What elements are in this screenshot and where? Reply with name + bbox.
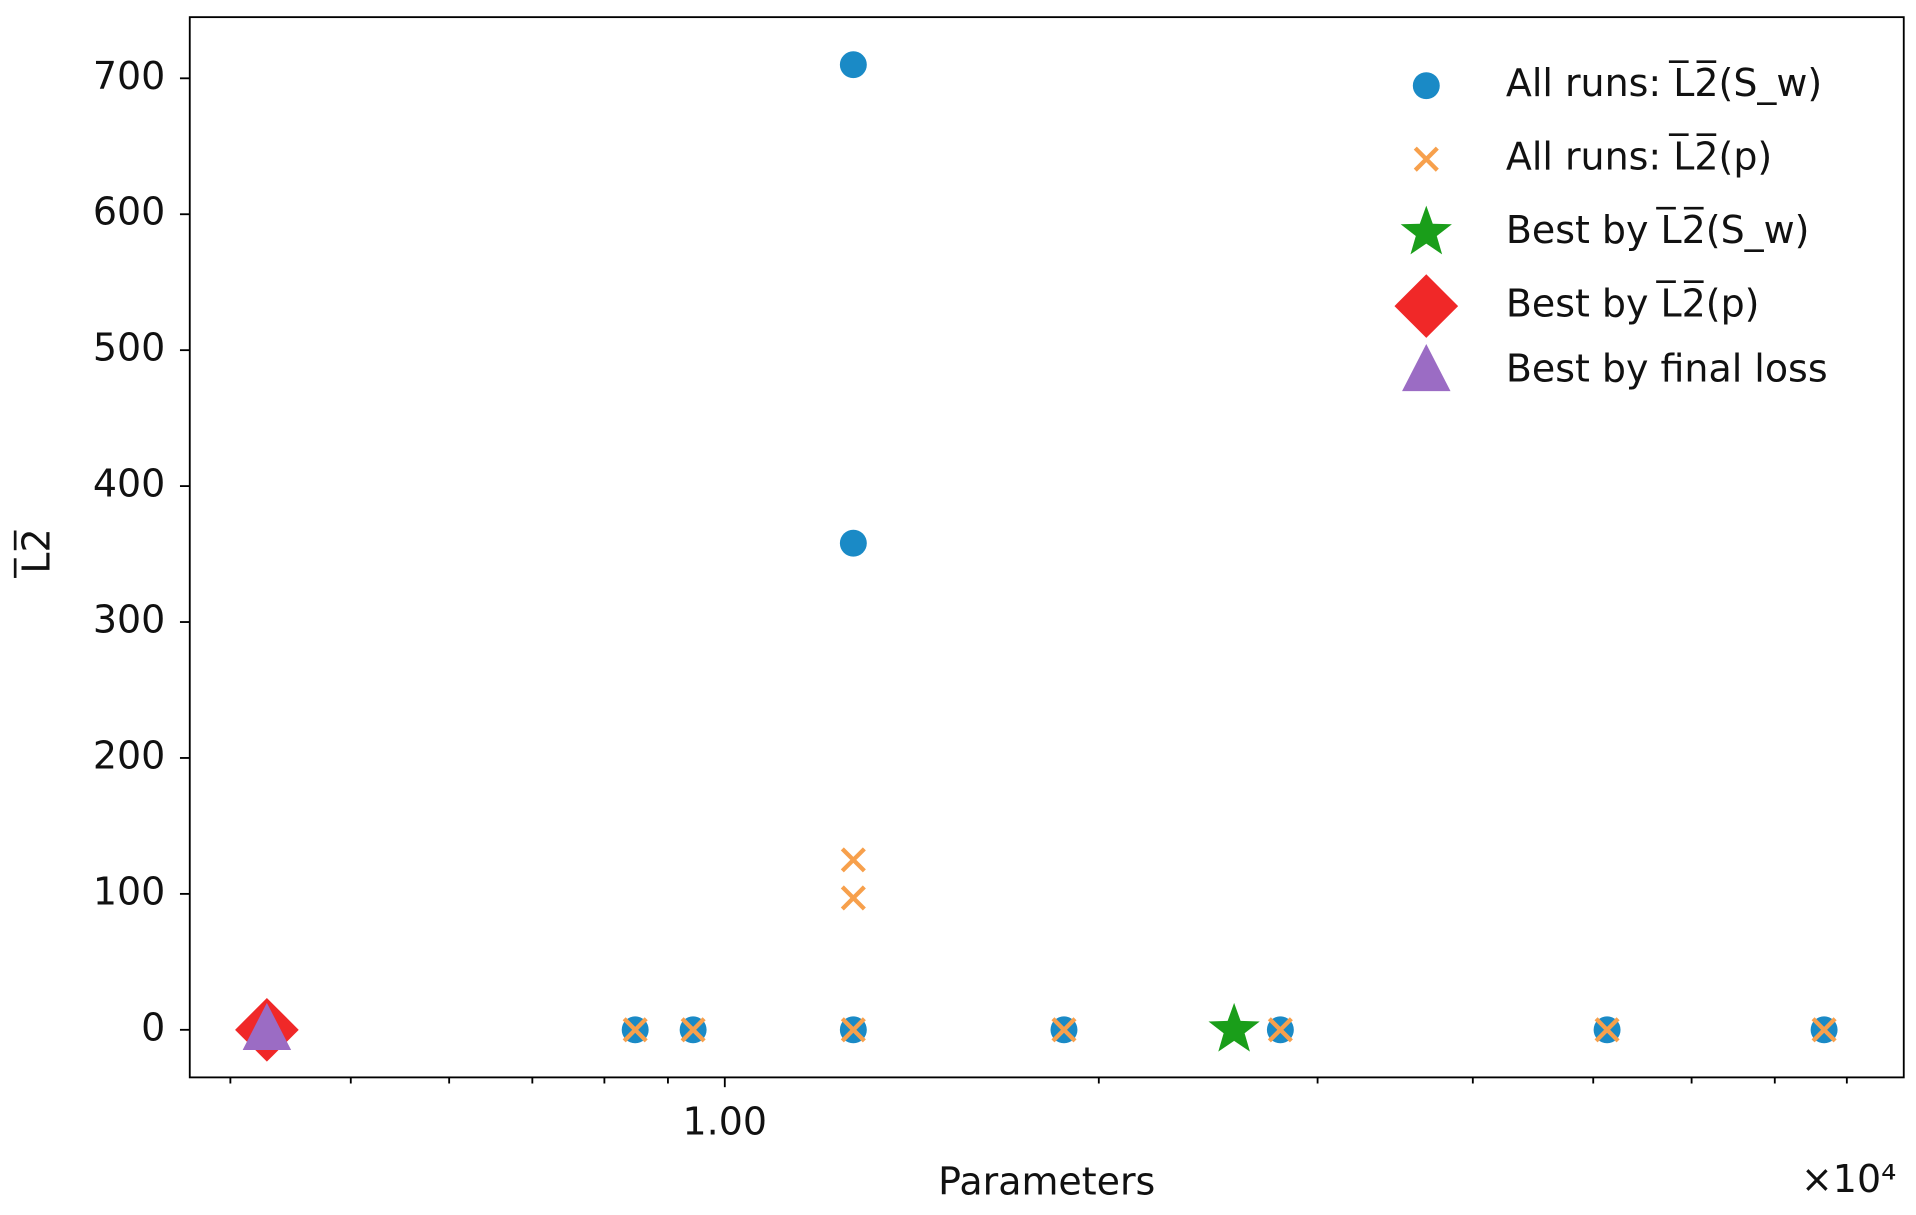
legend-marker — [1402, 344, 1451, 392]
legend-marker — [1400, 205, 1452, 255]
y-tick-label: 700 — [93, 54, 165, 98]
point — [1051, 1017, 1077, 1043]
point — [1267, 1017, 1293, 1043]
point — [840, 885, 866, 911]
y-tick-label: 0 — [141, 1005, 165, 1049]
x-tick-label: 1.00 — [683, 1099, 767, 1143]
point — [840, 847, 866, 873]
legend-label: Best by final loss — [1506, 346, 1828, 390]
y-tick-label: 600 — [93, 190, 165, 234]
point — [1594, 1017, 1620, 1043]
legend-marker — [1412, 72, 1440, 100]
y-tick-label: 500 — [93, 326, 165, 370]
point — [839, 529, 867, 557]
legend-marker — [1394, 274, 1459, 338]
y-tick-label: 400 — [93, 462, 165, 506]
point — [622, 1017, 648, 1043]
x-axis-label: Parameters — [938, 1159, 1155, 1203]
point — [242, 1002, 292, 1051]
legend-label: Best by L̅2̅(S_w) — [1506, 207, 1810, 252]
legend-label: All runs: L̅2̅(p) — [1506, 134, 1772, 179]
plot-frame — [188, 16, 1905, 1079]
y-tick-label: 100 — [93, 869, 165, 913]
legend-label: Best by L̅2̅(p) — [1506, 281, 1760, 326]
y-tick-label: 200 — [93, 733, 165, 777]
x-offset-label: ×10⁴ — [1801, 1157, 1896, 1201]
y-tick-label: 300 — [93, 598, 165, 642]
legend-marker — [1413, 146, 1439, 172]
point — [839, 51, 867, 79]
y-axis-label: L̅2̅ — [14, 528, 59, 578]
point — [1811, 1017, 1837, 1043]
point — [680, 1017, 706, 1043]
point — [840, 1017, 866, 1043]
legend-label: All runs: L̅2̅(S_w) — [1506, 60, 1822, 105]
point — [1208, 1002, 1260, 1052]
